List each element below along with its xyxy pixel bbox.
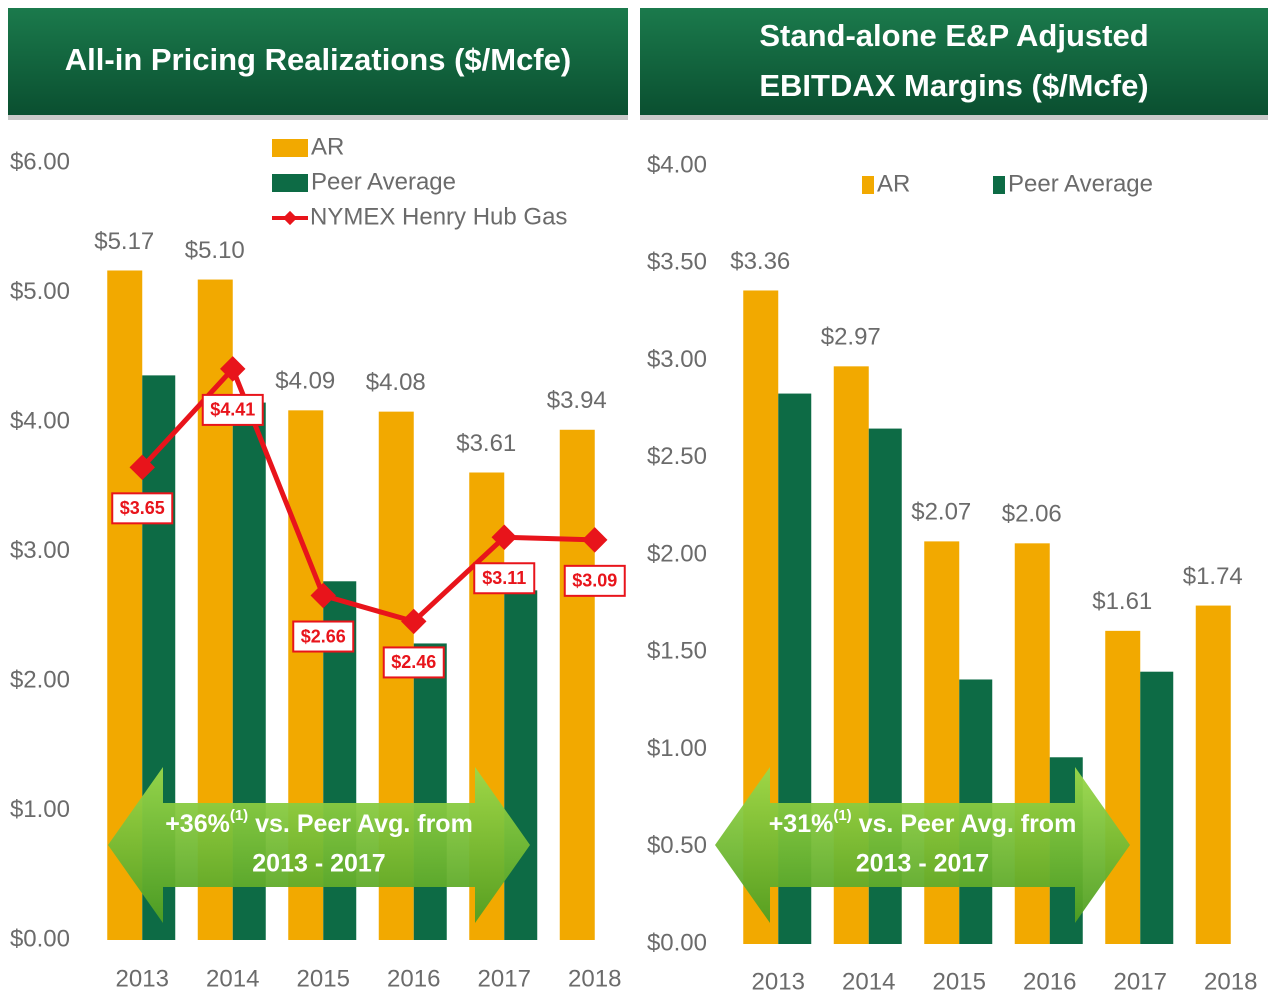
annotation-part: vs. Peer Avg. from bbox=[852, 810, 1077, 838]
bar bbox=[1195, 605, 1231, 944]
annotation: +36%(1) vs. Peer Avg. from bbox=[165, 807, 473, 838]
legend-swatch bbox=[272, 139, 308, 157]
y-tick-label: $4.00 bbox=[647, 151, 707, 178]
y-tick-label: $1.00 bbox=[10, 796, 70, 823]
value-label-box bbox=[201, 393, 264, 426]
x-tick-label: 2014 bbox=[206, 965, 259, 992]
legend-label: Peer Average bbox=[311, 168, 456, 195]
y-tick-label: $3.00 bbox=[647, 346, 707, 373]
line-marker bbox=[491, 524, 517, 550]
legend-swatch bbox=[272, 174, 308, 192]
y-tick-label: $0.00 bbox=[10, 925, 70, 952]
line-marker bbox=[220, 356, 246, 382]
value-label: $4.08 bbox=[366, 369, 426, 396]
title-shadow bbox=[8, 115, 628, 120]
bar bbox=[559, 429, 595, 940]
legend-label: AR bbox=[311, 133, 344, 160]
title-banner bbox=[8, 8, 628, 115]
chart-title: Stand-alone E&P Adjusted bbox=[759, 18, 1148, 53]
value-label: $4.09 bbox=[275, 368, 335, 395]
y-tick-label: $2.50 bbox=[647, 443, 707, 470]
value-label-box bbox=[111, 492, 174, 525]
x-tick-label: 2016 bbox=[1023, 968, 1076, 995]
legend-label: Peer Average bbox=[1008, 170, 1153, 197]
bar bbox=[413, 643, 447, 940]
value-label: $2.66 bbox=[301, 626, 346, 646]
annotation: 2013 - 2017 bbox=[252, 850, 385, 878]
value-label: $1.61 bbox=[1092, 588, 1152, 615]
y-tick-label: $2.00 bbox=[647, 540, 707, 567]
bar bbox=[504, 590, 538, 940]
y-tick-label: $6.00 bbox=[10, 148, 70, 175]
value-label: $3.36 bbox=[730, 248, 790, 275]
y-tick-label: $3.50 bbox=[647, 249, 707, 276]
x-tick-label: 2018 bbox=[1204, 968, 1257, 995]
legend-swatch bbox=[862, 176, 874, 194]
legend-swatch bbox=[993, 176, 1005, 194]
annotation: +31%(1) vs. Peer Avg. from bbox=[769, 807, 1077, 838]
legend-label: NYMEX Henry Hub Gas bbox=[310, 203, 567, 230]
chart-title: All-in Pricing Realizations ($/Mcfe) bbox=[65, 42, 571, 77]
value-label-box bbox=[292, 620, 355, 653]
bar bbox=[1105, 630, 1141, 944]
annotation-arrow bbox=[108, 767, 530, 923]
value-label: $2.07 bbox=[911, 499, 971, 526]
x-tick-label: 2017 bbox=[478, 965, 531, 992]
y-tick-label: $0.00 bbox=[647, 929, 707, 956]
annotation-arrow bbox=[715, 767, 1130, 923]
line-marker bbox=[129, 454, 155, 481]
value-label: $4.41 bbox=[210, 400, 255, 420]
legend-label: AR bbox=[877, 170, 910, 197]
x-tick-label: 2018 bbox=[568, 965, 621, 992]
annotation-footnote: (1) bbox=[833, 807, 851, 824]
x-tick-label: 2017 bbox=[1114, 968, 1167, 995]
bar bbox=[1140, 671, 1174, 944]
x-tick-label: 2013 bbox=[752, 968, 805, 995]
y-tick-label: $2.00 bbox=[10, 666, 70, 693]
x-tick-label: 2015 bbox=[933, 968, 986, 995]
value-label: $5.17 bbox=[94, 228, 154, 255]
annotation-part: vs. Peer Avg. from bbox=[248, 810, 473, 838]
value-label: $2.46 bbox=[391, 652, 436, 672]
y-tick-label: $3.00 bbox=[10, 537, 70, 564]
legend-marker bbox=[282, 210, 298, 226]
y-tick-label: $0.50 bbox=[647, 832, 707, 859]
x-tick-label: 2014 bbox=[842, 968, 895, 995]
value-label-box bbox=[382, 646, 445, 679]
chart-title: EBITDAX Margins ($/Mcfe) bbox=[759, 68, 1148, 103]
annotation-part: +31% bbox=[769, 810, 834, 838]
line-marker bbox=[582, 527, 608, 553]
annotation-part: +36% bbox=[165, 810, 230, 838]
title-shadow bbox=[640, 115, 1268, 120]
x-tick-label: 2016 bbox=[387, 965, 440, 992]
x-tick-label: 2013 bbox=[116, 965, 169, 992]
value-label: $2.06 bbox=[1002, 501, 1062, 528]
line-marker bbox=[310, 582, 336, 609]
y-tick-label: $1.00 bbox=[647, 735, 707, 762]
y-tick-label: $5.00 bbox=[10, 278, 70, 305]
value-label-box bbox=[563, 564, 626, 597]
value-label: $3.11 bbox=[482, 568, 526, 588]
annotation: 2013 - 2017 bbox=[856, 850, 989, 878]
value-label: $3.09 bbox=[572, 571, 617, 591]
value-label: $1.74 bbox=[1183, 563, 1243, 590]
y-tick-label: $1.50 bbox=[647, 638, 707, 665]
y-tick-label: $4.00 bbox=[10, 407, 70, 434]
value-label-box bbox=[473, 562, 536, 595]
x-tick-label: 2015 bbox=[297, 965, 350, 992]
value-label: $3.61 bbox=[456, 430, 516, 457]
line bbox=[140, 364, 595, 625]
value-label: $5.10 bbox=[185, 237, 245, 264]
value-label: $2.97 bbox=[821, 324, 881, 351]
value-label: $3.65 bbox=[120, 498, 165, 518]
value-label: $3.94 bbox=[547, 387, 607, 414]
annotation-footnote: (1) bbox=[230, 807, 248, 824]
title-banner bbox=[640, 8, 1268, 115]
line-marker bbox=[401, 608, 427, 635]
